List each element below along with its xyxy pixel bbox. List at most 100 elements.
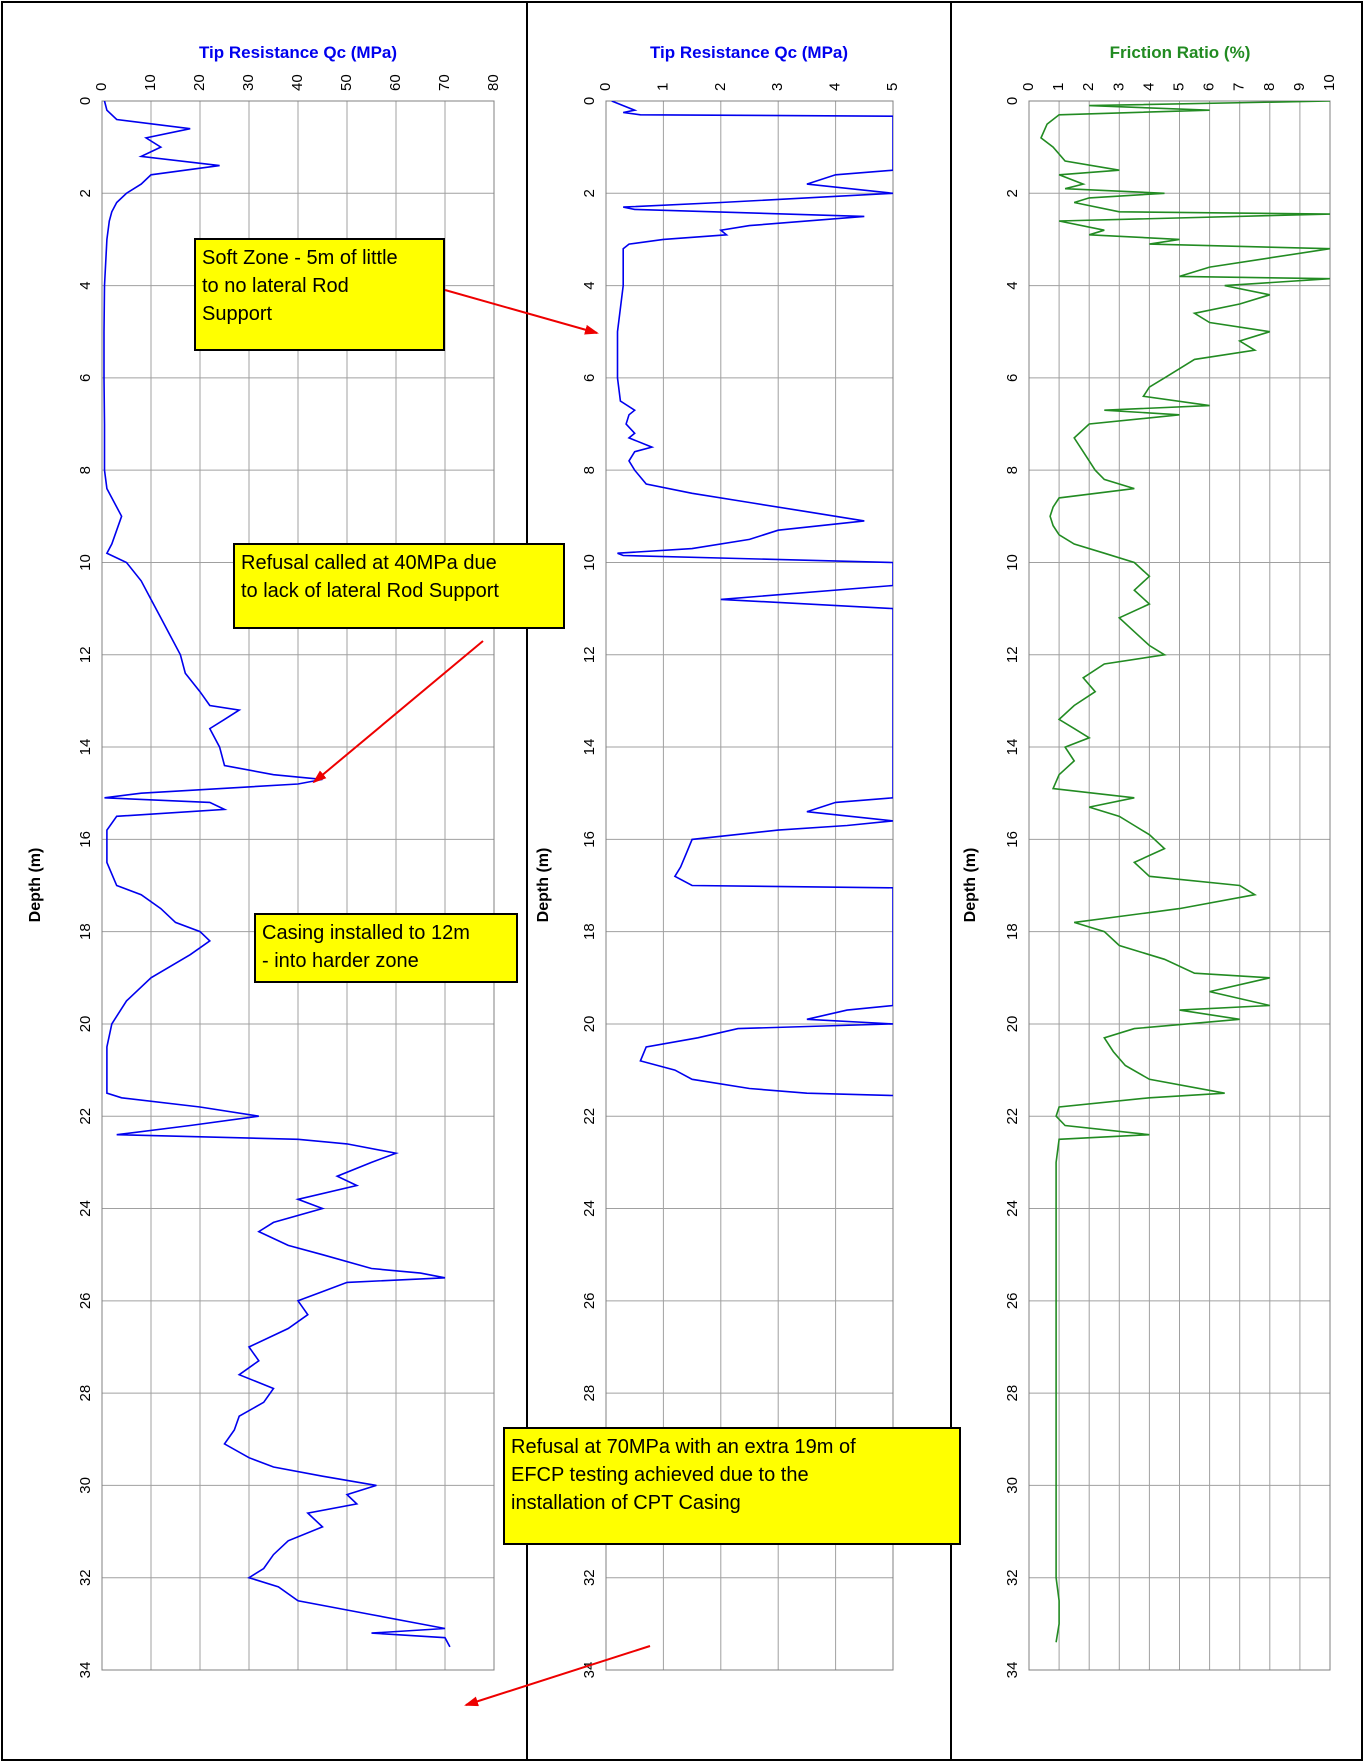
- x-tick-label: 60: [387, 74, 404, 91]
- y-tick-label: 4: [581, 281, 598, 289]
- x-tick-label: 4: [1140, 83, 1157, 91]
- x-tick-label: 3: [769, 83, 786, 91]
- x-tick-label: 0: [597, 83, 614, 91]
- y-tick-label: 8: [77, 466, 94, 474]
- y-tick-label: 6: [581, 374, 598, 382]
- x-tick-label: 80: [485, 74, 502, 91]
- y-tick-label: 4: [77, 281, 94, 289]
- y-tick-label: 18: [581, 923, 598, 940]
- y-tick-label: 10: [1004, 554, 1021, 571]
- note-casing: Casing installed to 12m - into harder zo…: [254, 913, 518, 983]
- x-tick-label: 1: [654, 83, 671, 91]
- arrow-refusal-70: [464, 1645, 651, 1707]
- note-casing-line: Casing installed to 12m: [262, 922, 470, 944]
- x-tick-label: 10: [142, 74, 159, 91]
- y-tick-label: 0: [581, 97, 598, 105]
- arrow-refusal-40: [312, 640, 484, 784]
- note-refusal-40-line: to lack of lateral Rod Support: [241, 580, 499, 602]
- series-line: [103, 101, 451, 1648]
- arrow-soft-zone: [444, 289, 599, 335]
- x-tick-label: 50: [338, 74, 355, 91]
- y-tick-label: 24: [1004, 1200, 1021, 1217]
- y-tick-label: 14: [581, 739, 598, 756]
- y-tick-label: 30: [77, 1477, 94, 1494]
- y-tick-label: 2: [1004, 189, 1021, 197]
- y-tick-label: 4: [1004, 281, 1021, 289]
- y-tick-label: 12: [77, 646, 94, 663]
- note-refusal-40-line: Refusal called at 40MPa due: [241, 552, 497, 574]
- y-tick-label: 32: [581, 1569, 598, 1586]
- y-tick-label: 26: [1004, 1292, 1021, 1309]
- y-tick-label: 2: [581, 189, 598, 197]
- x-tick-label: 1: [1050, 83, 1067, 91]
- note-refusal-70: Refusal at 70MPa with an extra 19m of EF…: [503, 1427, 961, 1545]
- note-refusal-40: Refusal called at 40MPa due to lack of l…: [233, 543, 565, 629]
- y-tick-label: 6: [1004, 374, 1021, 382]
- x-tick-label: 20: [191, 74, 208, 91]
- annotation-arrows: [312, 289, 651, 1707]
- x-tick-label: 5: [884, 83, 901, 91]
- y-tick-label: 16: [77, 831, 94, 848]
- note-casing-line: - into harder zone: [262, 950, 419, 972]
- y-tick-label: 20: [581, 1016, 598, 1033]
- note-soft-zone-line: Support: [202, 303, 273, 325]
- x-tick-label: 0: [1020, 83, 1037, 91]
- y-tick-label: 18: [77, 923, 94, 940]
- x-tick-label: 9: [1291, 83, 1308, 91]
- series-line: [1040, 101, 1330, 1643]
- y-tick-label: 16: [581, 831, 598, 848]
- y-tick-label: 6: [77, 374, 94, 382]
- note-refusal-70-line: installation of CPT Casing: [511, 1492, 741, 1514]
- y-axis-label: Depth (m): [535, 848, 552, 923]
- y-tick-label: 22: [581, 1108, 598, 1125]
- series-line: [611, 101, 893, 1097]
- y-tick-label: 28: [581, 1385, 598, 1402]
- panel-friction-ratio: 0 1 2 3 4 5 6 7 8 9 100246810121416182022242628303…: [962, 43, 1338, 1678]
- y-tick-label: 26: [77, 1292, 94, 1309]
- x-tick-label: 3: [1110, 83, 1127, 91]
- y-tick-label: 0: [77, 97, 94, 105]
- note-refusal-70-line: Refusal at 70MPa with an extra 19m of: [511, 1436, 856, 1458]
- y-tick-label: 20: [1004, 1016, 1021, 1033]
- chart-title: Tip Resistance Qc (MPa): [650, 43, 848, 62]
- x-tick-label: 2: [1080, 83, 1097, 91]
- y-tick-label: 14: [77, 739, 94, 756]
- y-axis-label: Depth (m): [27, 848, 44, 923]
- y-tick-label: 34: [77, 1662, 94, 1679]
- x-tick-label: 5: [1170, 83, 1187, 91]
- y-tick-label: 32: [1004, 1569, 1021, 1586]
- y-tick-label: 30: [1004, 1477, 1021, 1494]
- y-tick-label: 0: [1004, 97, 1021, 105]
- chart-title: Friction Ratio (%): [1110, 43, 1251, 62]
- x-tick-label: 40: [289, 74, 306, 91]
- y-tick-label: 10: [581, 554, 598, 571]
- y-tick-label: 18: [1004, 923, 1021, 940]
- y-tick-label: 12: [581, 646, 598, 663]
- panel-qc-full: 0 10 20 30 40 50 60 70 8002468101214161820222426…: [27, 43, 502, 1678]
- y-tick-label: 14: [1004, 739, 1021, 756]
- note-soft-zone-line: Soft Zone - 5m of little: [202, 247, 398, 269]
- y-tick-label: 28: [77, 1385, 94, 1402]
- x-tick-label: 10: [1321, 74, 1338, 91]
- y-tick-label: 34: [1004, 1662, 1021, 1679]
- chart-title: Tip Resistance Qc (MPa): [199, 43, 397, 62]
- y-tick-label: 16: [1004, 831, 1021, 848]
- y-tick-label: 24: [581, 1200, 598, 1217]
- y-tick-label: 32: [77, 1569, 94, 1586]
- x-tick-label: 6: [1201, 83, 1218, 91]
- y-tick-label: 12: [1004, 646, 1021, 663]
- y-axis-label: Depth (m): [962, 848, 979, 923]
- note-soft-zone: Soft Zone - 5m of little to no lateral R…: [194, 238, 445, 351]
- y-tick-label: 10: [77, 554, 94, 571]
- y-tick-label: 20: [77, 1016, 94, 1033]
- plot-area: [1028, 100, 1331, 1671]
- y-tick-label: 22: [1004, 1108, 1021, 1125]
- x-tick-label: 2: [712, 83, 729, 91]
- x-tick-label: 0: [93, 83, 110, 91]
- y-tick-label: 2: [77, 189, 94, 197]
- y-tick-label: 28: [1004, 1385, 1021, 1402]
- plot-area: [101, 100, 495, 1671]
- y-tick-label: 26: [581, 1292, 598, 1309]
- x-tick-label: 7: [1231, 83, 1248, 91]
- y-tick-label: 24: [77, 1200, 94, 1217]
